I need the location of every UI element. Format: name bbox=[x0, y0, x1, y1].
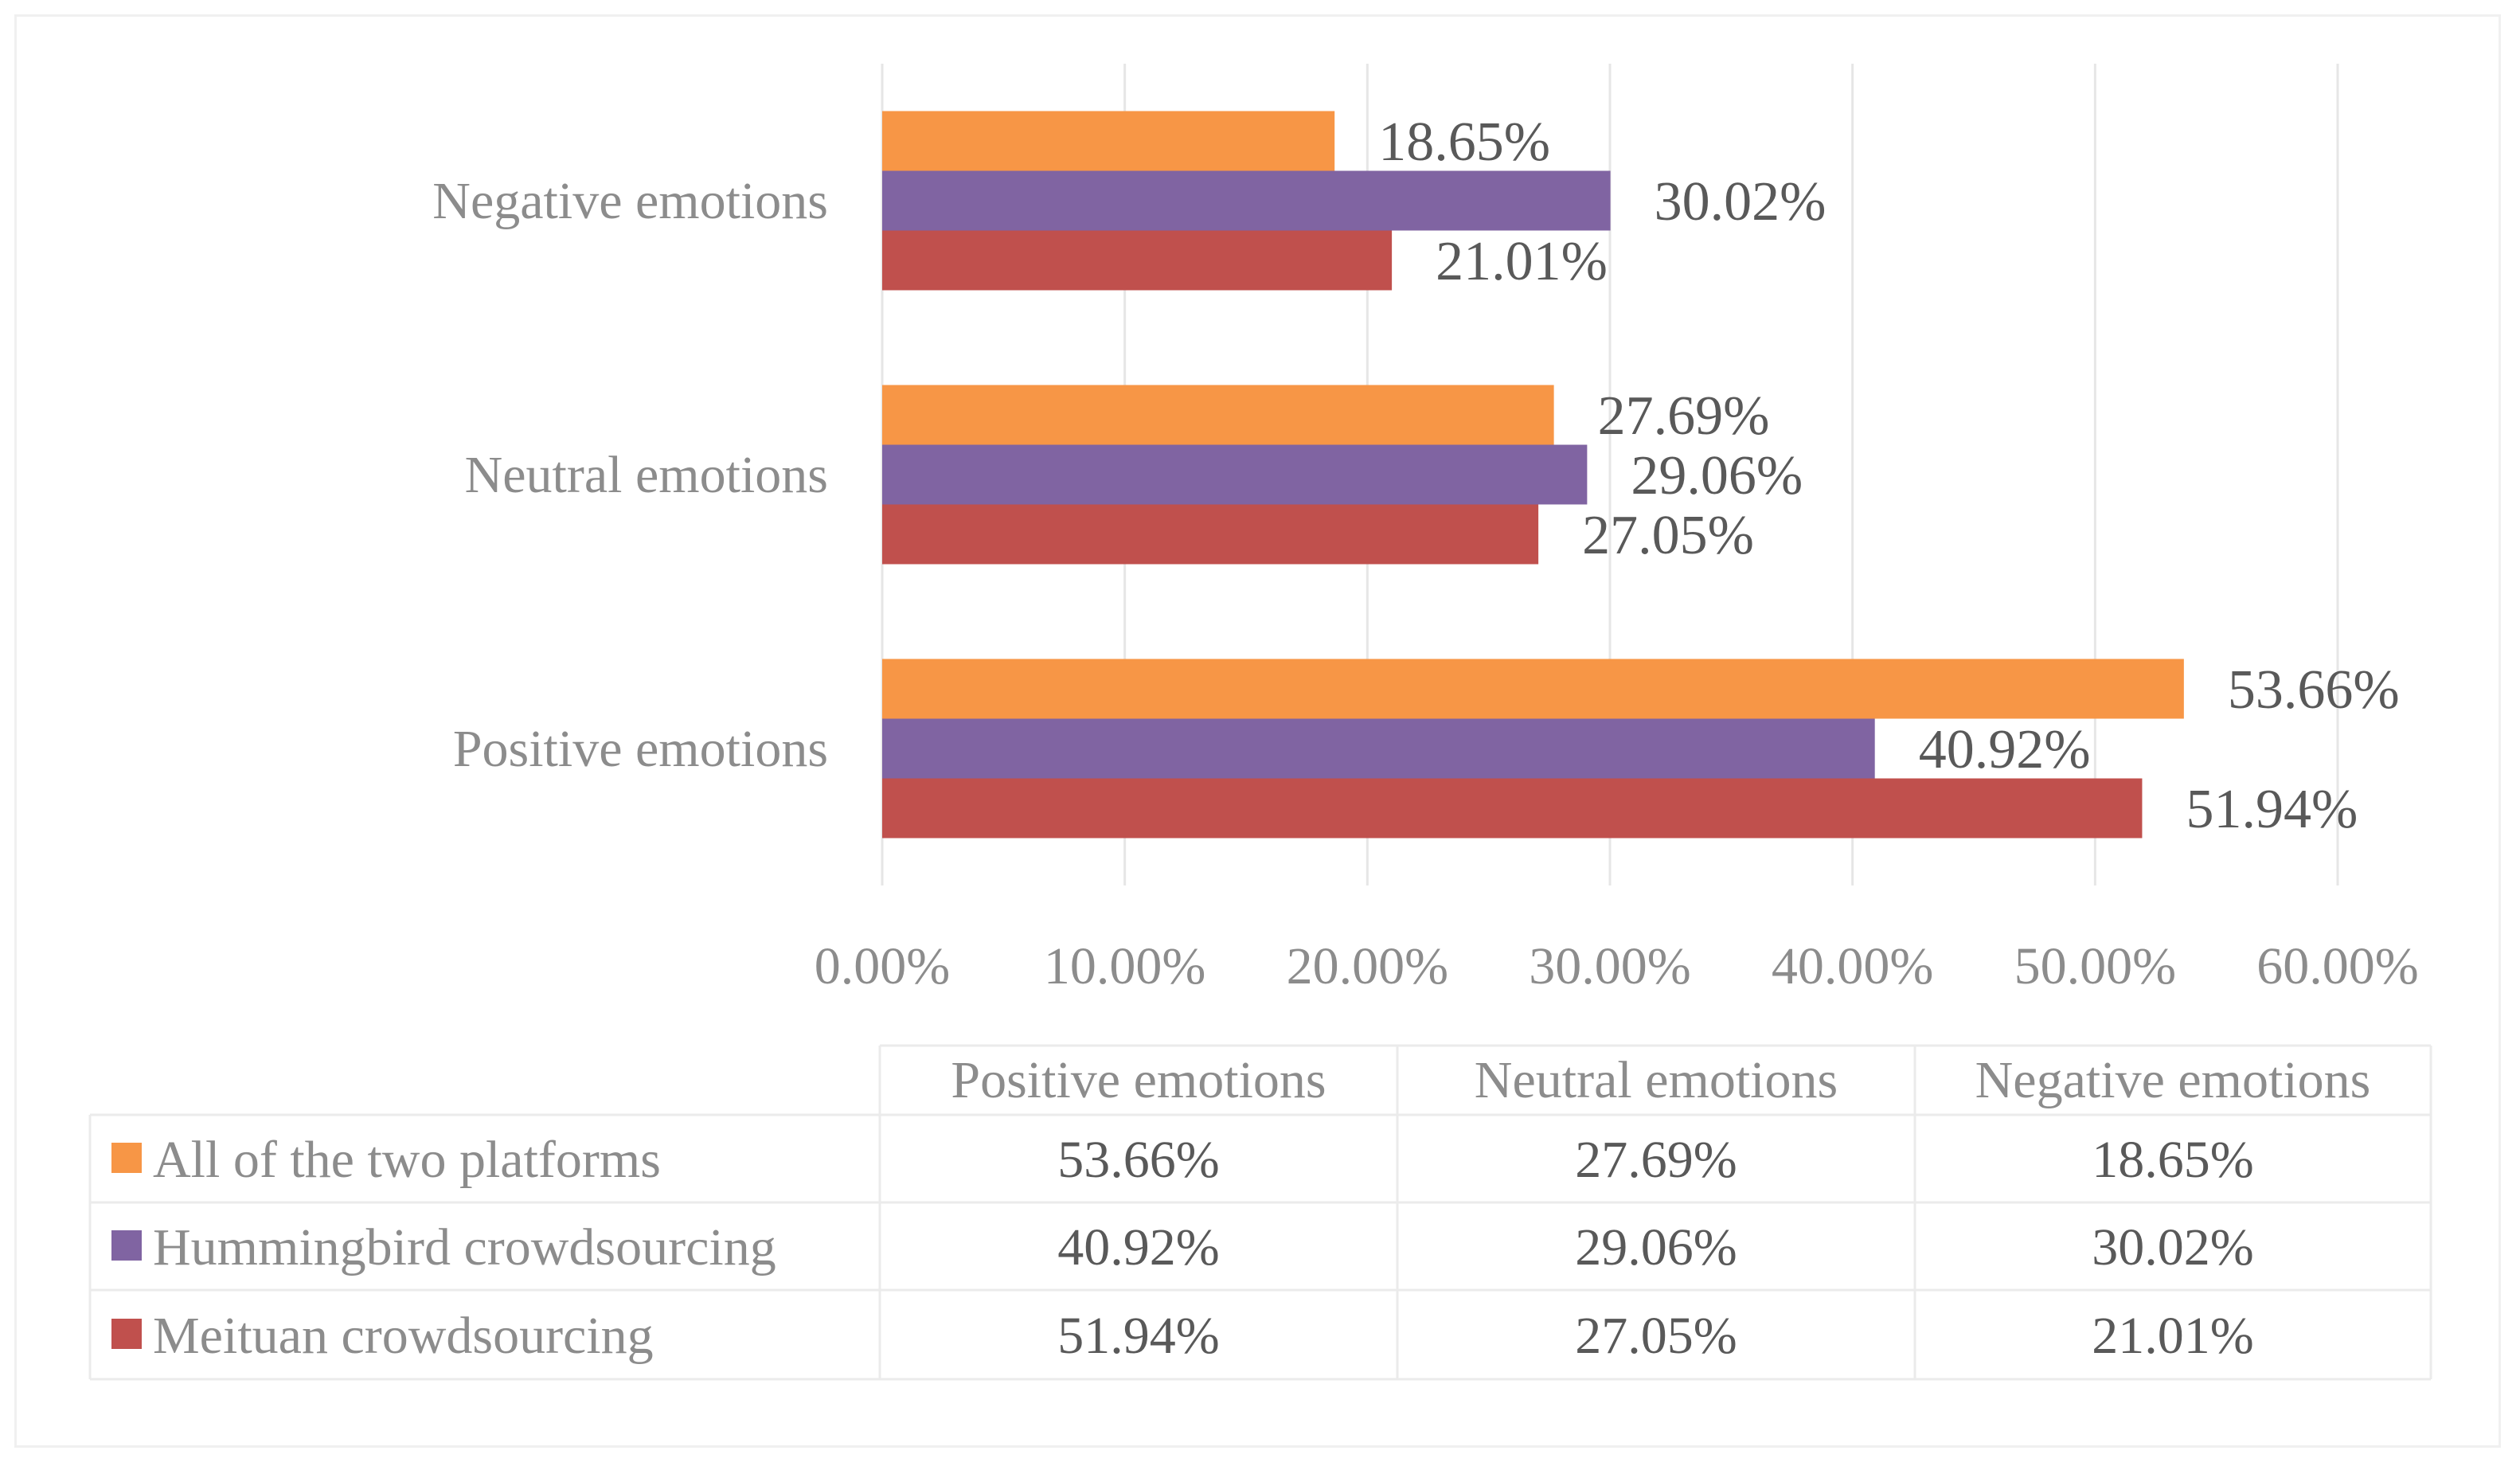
legend-label-hummingbird-crowdsourcing: Hummingbird crowdsourcing bbox=[153, 1218, 776, 1276]
bar-all-of-the-two-platforms-positive-emotions bbox=[882, 659, 2184, 719]
data-labels: 53.66% 40.92% 51.94% 27.69%29.06%27.05% 18.6… bbox=[1378, 111, 2399, 840]
x-tick-label: 30.00% bbox=[1529, 937, 1690, 995]
x-tick-label: 50.00% bbox=[2014, 937, 2176, 995]
table-cell: 29.06% bbox=[1575, 1218, 1737, 1276]
data-label-hummingbird-crowdsourcing-neutral-emotions: 29.06% bbox=[1631, 445, 1803, 506]
data-label-all-of-the-two-platforms-negative-emotions: 18.65% bbox=[1378, 111, 1550, 173]
data-table: Positive emotions Neutral emotions Negativ… bbox=[88, 1044, 2432, 1381]
data-label-meituan-crowdsourcing-neutral-emotions: 27.05% bbox=[1582, 505, 1754, 566]
legend-label-meituan-crowdsourcing: Meituan crowdsourcing bbox=[153, 1307, 654, 1365]
x-tick-label: 60.00% bbox=[2256, 937, 2418, 995]
bar-hummingbird-crowdsourcing-negative-emotions bbox=[882, 170, 1611, 231]
category-label-neutral-emotions: Neutral emotions bbox=[465, 446, 828, 504]
data-label-meituan-crowdsourcing-negative-emotions: 21.01% bbox=[1436, 231, 1608, 292]
bar-hummingbird-crowdsourcing-neutral-emotions bbox=[882, 444, 1588, 505]
data-label-hummingbird-crowdsourcing-positive-emotions: 40.92% bbox=[1919, 719, 2091, 780]
chart-frame bbox=[14, 14, 2501, 1448]
data-label-meituan-crowdsourcing-positive-emotions: 51.94% bbox=[2186, 779, 2358, 840]
legend-label-all-of-the-two-platforms: All of the two platforms bbox=[153, 1131, 661, 1189]
bar-meituan-crowdsourcing-positive-emotions bbox=[882, 778, 2143, 839]
x-tick-label: 20.00% bbox=[1287, 937, 1448, 995]
table-cell: 40.92% bbox=[1057, 1218, 1219, 1276]
data-label-all-of-the-two-platforms-neutral-emotions: 27.69% bbox=[1598, 385, 1770, 447]
bars bbox=[882, 111, 2184, 839]
x-tick-label: 40.00% bbox=[1772, 937, 1933, 995]
x-tick-label: 0.00% bbox=[815, 937, 950, 995]
table-cell: 18.65% bbox=[2092, 1131, 2253, 1189]
bar-meituan-crowdsourcing-negative-emotions bbox=[882, 230, 1393, 291]
table-cell: 53.66% bbox=[1057, 1131, 1219, 1189]
bar-hummingbird-crowdsourcing-positive-emotions bbox=[882, 718, 1875, 779]
table-cell: 27.05% bbox=[1575, 1307, 1737, 1365]
table-cell: 51.94% bbox=[1057, 1307, 1219, 1365]
category-axis-labels: Positive emotions Neutral emotions Negativ… bbox=[432, 172, 828, 778]
legend-key-all-of-the-two-platforms bbox=[111, 1143, 142, 1173]
table-header-neutral-emotions: Neutral emotions bbox=[1475, 1051, 1838, 1109]
table-cell: 30.02% bbox=[2092, 1218, 2253, 1276]
bar-all-of-the-two-platforms-neutral-emotions bbox=[882, 385, 1554, 445]
table-cell: 21.01% bbox=[2092, 1307, 2253, 1365]
bar-all-of-the-two-platforms-negative-emotions bbox=[882, 111, 1335, 171]
table-header-positive-emotions: Positive emotions bbox=[951, 1051, 1326, 1109]
bar-meituan-crowdsourcing-neutral-emotions bbox=[882, 504, 1539, 565]
legend-key-hummingbird-crowdsourcing bbox=[111, 1230, 142, 1261]
legend-key-meituan-crowdsourcing bbox=[111, 1319, 142, 1349]
table-cell: 27.69% bbox=[1575, 1131, 1737, 1189]
data-label-all-of-the-two-platforms-positive-emotions: 53.66% bbox=[2228, 659, 2400, 721]
table-header-negative-emotions: Negative emotions bbox=[1975, 1051, 2371, 1109]
x-tick-label: 10.00% bbox=[1044, 937, 1205, 995]
category-label-negative-emotions: Negative emotions bbox=[432, 172, 828, 230]
data-label-hummingbird-crowdsourcing-negative-emotions: 30.02% bbox=[1655, 171, 1827, 233]
value-axis-tick-labels: 0.00% 10.00% 20.00% 30.00% 40.00% 50.00% 60.00… bbox=[815, 937, 2419, 995]
category-label-positive-emotions: Positive emotions bbox=[453, 720, 828, 778]
